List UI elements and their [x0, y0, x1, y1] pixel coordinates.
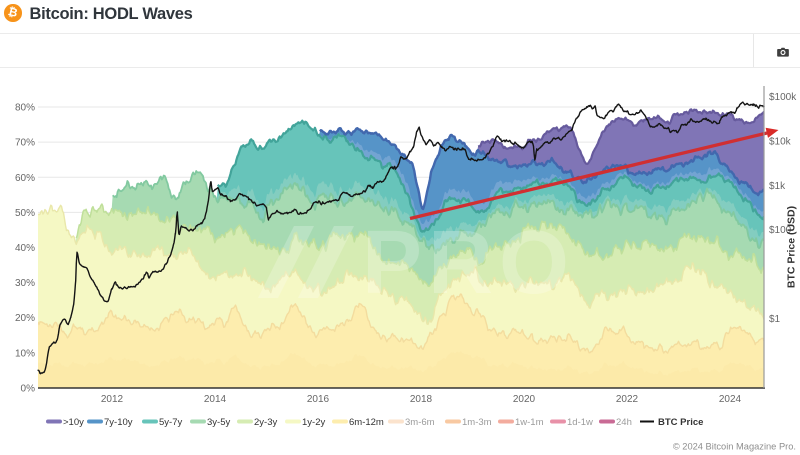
- svg-text:1d-1w: 1d-1w: [567, 417, 593, 428]
- svg-text:1y-2y: 1y-2y: [302, 417, 325, 428]
- svg-text:BTC Price (USD): BTC Price (USD): [786, 206, 798, 288]
- svg-text:1m-3m: 1m-3m: [462, 417, 492, 428]
- svg-text:40%: 40%: [15, 243, 35, 254]
- svg-text:7y-10y: 7y-10y: [104, 417, 133, 428]
- svg-text:60%: 60%: [15, 173, 35, 184]
- svg-text:2014: 2014: [204, 394, 227, 405]
- svg-text:2016: 2016: [307, 394, 330, 405]
- svg-text:50%: 50%: [15, 208, 35, 219]
- svg-text:$100k: $100k: [769, 92, 797, 103]
- svg-text:70%: 70%: [15, 138, 35, 149]
- svg-text:3m-6m: 3m-6m: [405, 417, 435, 428]
- svg-text:0%: 0%: [21, 384, 36, 395]
- svg-text:2y-3y: 2y-3y: [254, 417, 277, 428]
- svg-text:$100: $100: [769, 225, 792, 236]
- svg-text:20%: 20%: [15, 313, 35, 324]
- svg-text:>10y: >10y: [63, 417, 84, 428]
- svg-text:2022: 2022: [616, 394, 639, 405]
- svg-text:$10k: $10k: [769, 136, 792, 147]
- svg-text:$1: $1: [769, 314, 781, 325]
- svg-text:80%: 80%: [15, 103, 35, 114]
- svg-text:30%: 30%: [15, 278, 35, 289]
- svg-text:3y-5y: 3y-5y: [207, 417, 230, 428]
- svg-text:2012: 2012: [101, 394, 124, 405]
- svg-text:10%: 10%: [15, 348, 35, 359]
- svg-text:2024: 2024: [719, 394, 742, 405]
- svg-text:$1k: $1k: [769, 181, 786, 192]
- svg-text:2018: 2018: [410, 394, 433, 405]
- svg-text:6m-12m: 6m-12m: [349, 417, 384, 428]
- svg-text:BTC Price: BTC Price: [658, 417, 703, 428]
- svg-text:PRO: PRO: [362, 213, 575, 313]
- svg-text:24h: 24h: [616, 417, 632, 428]
- svg-text:5y-7y: 5y-7y: [159, 417, 182, 428]
- svg-text:1w-1m: 1w-1m: [515, 417, 544, 428]
- svg-text:© 2024 Bitcoin Magazine Pro.: © 2024 Bitcoin Magazine Pro.: [673, 442, 796, 452]
- svg-text:2020: 2020: [513, 394, 536, 405]
